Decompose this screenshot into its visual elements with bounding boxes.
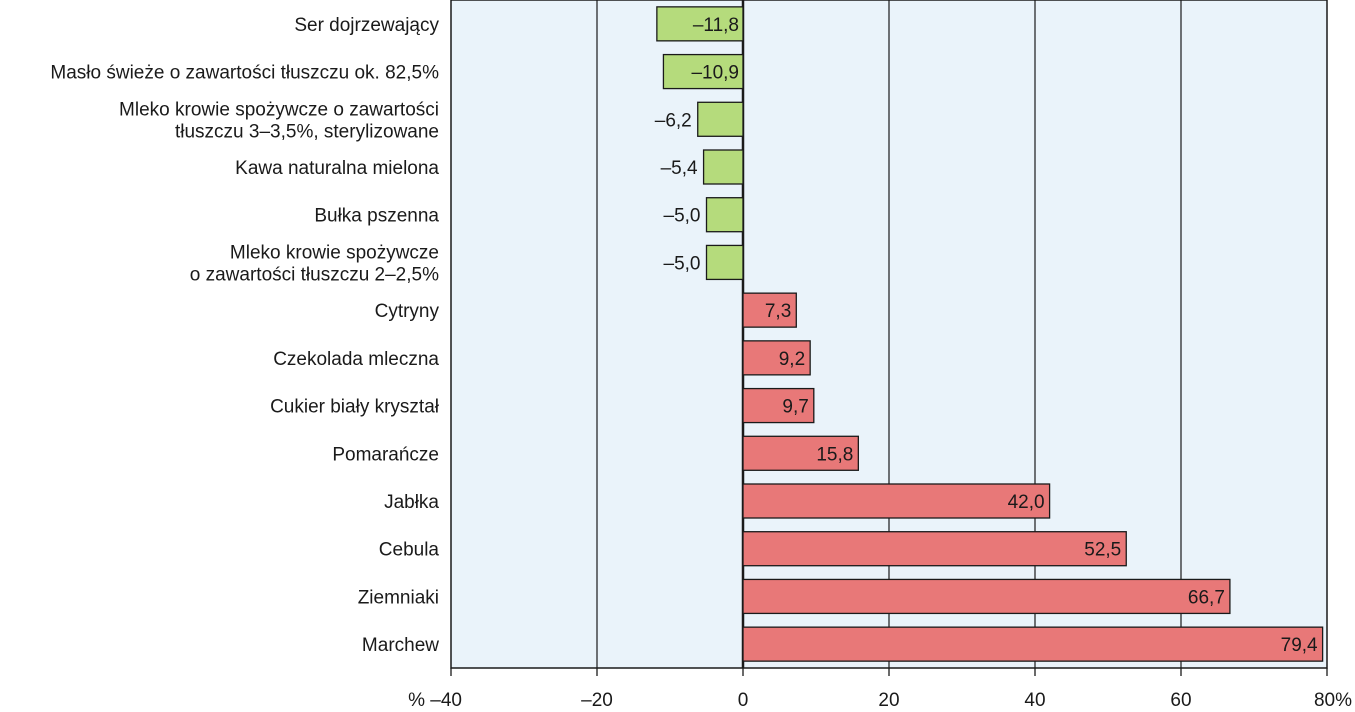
category-label: Kawa naturalna mielona [235,158,439,179]
value-label: 42,0 [1008,492,1045,513]
value-label: –10,9 [691,63,739,84]
bar [742,483,1051,519]
value-label: 66,7 [1188,587,1225,608]
value-label: 52,5 [1084,540,1121,561]
category-label: Mleko krowie spożywcze o zawartości tłusz… [119,99,439,142]
value-label: –5,4 [661,158,698,179]
bar [742,340,811,376]
value-label: 15,8 [816,444,853,465]
value-label: –5,0 [664,253,701,274]
category-label: Cytryny [375,301,440,322]
category-label: Ziemniaki [358,587,439,608]
category-label: Masło świeże o zawartości tłuszczu ok. 8… [50,63,439,84]
x-axis-ticks: % –40 –20 0 20 40 60 80% [408,668,1352,711]
value-label: –11,8 [693,15,739,36]
tick-label: 60 [1170,690,1191,711]
bar [705,244,744,281]
bar [662,53,744,90]
category-label: Ser dojrzewający [294,15,439,36]
bar [742,387,815,424]
bar [656,6,744,42]
category-label: Czekolada mleczna [273,349,439,370]
tick-label: 40 [1024,690,1045,711]
bar [742,435,859,471]
value-label: 9,2 [779,349,805,370]
category-labels: Ser dojrzewający Masło świeże o zawartośc… [50,15,439,656]
bar [697,101,744,137]
bar [705,197,744,233]
bar [742,531,1127,567]
tick-label: 0 [738,690,749,711]
value-label: –6,2 [655,110,692,131]
category-label: Jabłka [384,492,439,513]
tick-label: 80% [1314,690,1352,711]
bars: –11,8 –10,9 –6,2 –5,4 –5,0 –5,0 7,3 9,2 9,7 15,8 4… [655,6,1324,662]
category-label: Cukier biały kryształ [270,397,440,418]
value-label: 79,4 [1281,635,1318,656]
category-label: Pomarańcze [332,444,439,465]
bar [742,292,797,328]
value-label: 7,3 [765,301,791,322]
bar [702,149,744,185]
value-label: 9,7 [782,397,808,418]
category-label: Bułka pszenna [314,206,439,227]
category-label: Cebula [379,540,440,561]
category-label: Mleko krowie spożywcze o zawartości tłusz… [190,242,439,285]
tick-label: % –40 [408,690,462,711]
value-label: –5,0 [664,206,701,227]
bar [742,626,1324,662]
tick-label: 20 [878,690,899,711]
tick-label: –20 [581,690,613,711]
category-label: Marchew [362,635,439,656]
bar [742,578,1231,615]
